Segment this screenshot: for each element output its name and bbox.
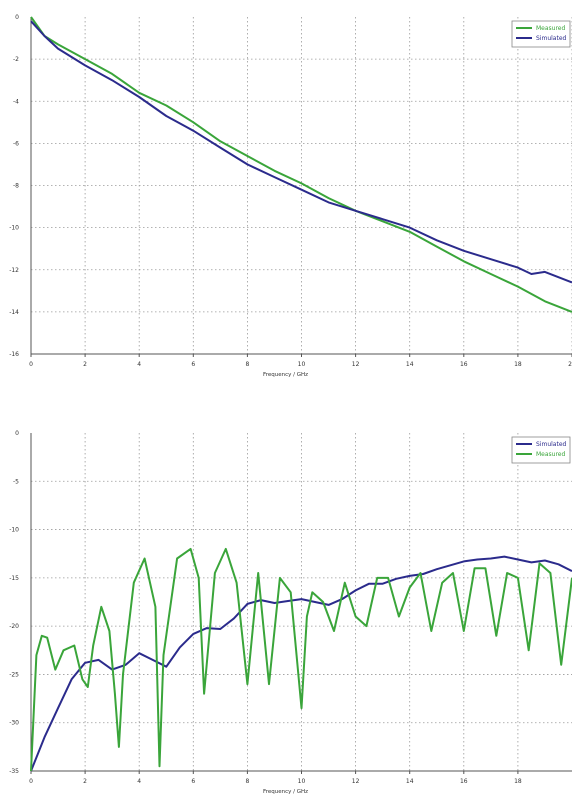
x-tick-label: 14 xyxy=(406,361,414,368)
series-line-simulated xyxy=(30,20,572,284)
x-tick-label: 4 xyxy=(137,778,141,785)
x-tick-label: 8 xyxy=(245,778,249,785)
legend-label-simulated: Simulated xyxy=(536,35,567,42)
x-tick-label: 16 xyxy=(460,361,468,368)
y-tick-label: 0 xyxy=(15,430,19,437)
x-tick-label: 4 xyxy=(137,361,141,368)
x-tick-label: 0 xyxy=(29,361,33,368)
y-tick-label: -12 xyxy=(9,267,19,274)
y-tick-label: -2 xyxy=(13,56,19,63)
y-tick-label: -8 xyxy=(13,183,19,190)
y-tick-label: -10 xyxy=(9,527,19,534)
x-tick-label: 2 xyxy=(83,361,87,368)
y-tick-label: -10 xyxy=(9,225,19,232)
y-tick-label: 0 xyxy=(15,14,19,21)
x-tick-label: 6 xyxy=(191,778,195,785)
y-tick-label: -35 xyxy=(9,768,19,775)
y-tick-label: -6 xyxy=(13,140,19,147)
series-line-measured xyxy=(30,547,572,772)
x-tick-label: 16 xyxy=(460,778,468,785)
y-tick-label: -14 xyxy=(9,309,19,316)
x-tick-label: 12 xyxy=(352,778,360,785)
series-line-measured xyxy=(30,16,572,313)
y-tick-label: -15 xyxy=(9,575,19,582)
legend-label-measured: Measured xyxy=(536,25,566,32)
x-tick-label: 8 xyxy=(245,361,249,368)
x-axis-label: Frequency / GHz xyxy=(263,789,308,794)
x-tick-label: 0 xyxy=(29,778,33,785)
x-tick-label: 2 xyxy=(568,361,572,368)
x-tick-label: 6 xyxy=(191,361,195,368)
x-tick-label: 2 xyxy=(83,778,87,785)
legend xyxy=(511,436,571,464)
legend xyxy=(511,20,571,48)
y-tick-label: -16 xyxy=(9,351,19,358)
y-tick-label: -4 xyxy=(13,98,19,105)
chart-insertion-loss: 0 2 4 6 8 10 12 14 16 18 20-2-4-6-8-10-12-14-16Fre… xyxy=(9,14,572,378)
y-tick-label: -25 xyxy=(9,671,19,678)
x-axis-label: Frequency / GHz xyxy=(263,372,308,378)
legend-label-simulated: Simulated xyxy=(536,441,567,448)
x-tick-label: 12 xyxy=(352,361,360,368)
legend-label-measured: Measured xyxy=(536,451,566,458)
series-line-simulated xyxy=(30,555,572,772)
y-tick-label: -5 xyxy=(13,478,19,485)
x-tick-label: 18 xyxy=(514,778,522,785)
x-tick-label: 14 xyxy=(406,778,414,785)
y-tick-label: -20 xyxy=(9,623,19,630)
x-tick-label: 10 xyxy=(298,778,306,785)
y-tick-label: -30 xyxy=(9,720,19,727)
x-tick-label: 18 xyxy=(514,361,522,368)
chart-return-loss: 0 2 4 6 8 10 12 14 16 18 0 -5 -10 -15 -20 -25 -30 -35 Freq… xyxy=(9,430,572,794)
x-tick-label: 10 xyxy=(298,361,306,368)
